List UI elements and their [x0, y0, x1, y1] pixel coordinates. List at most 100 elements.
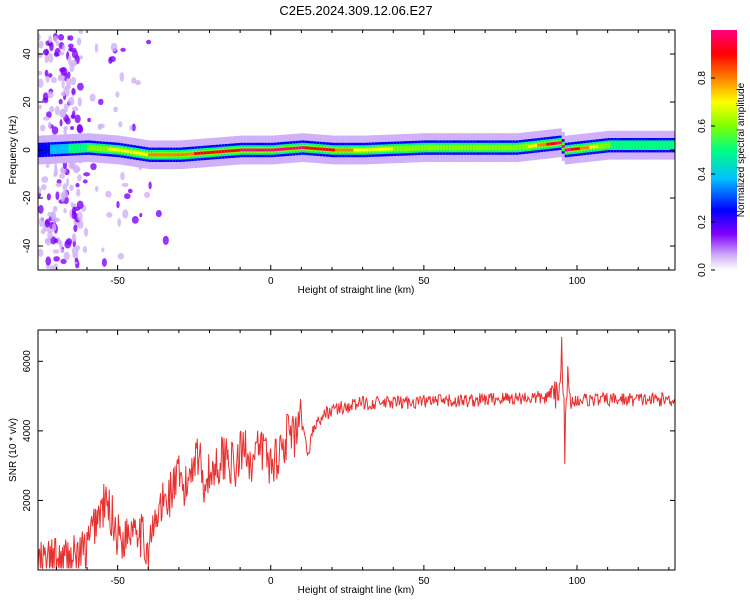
spectrogram-noise-blob	[144, 191, 151, 199]
snr-y-axis-label: SNR (10 * v/v)	[8, 418, 19, 482]
spectrogram-x-tick-label: 50	[418, 276, 430, 287]
spectrogram-ridge-cell	[249, 148, 253, 152]
spectrogram-noise-blob	[69, 162, 75, 168]
spectrogram-ridge-cell	[543, 143, 547, 146]
spectrogram-ridge-cell	[381, 147, 385, 151]
spectrogram-ridge-cell	[359, 148, 363, 152]
spectrogram-axes: -50 0 50 100 -40 -20 0 20 40	[22, 30, 675, 287]
spectrogram-ridge-cell	[188, 152, 192, 156]
spectrogram-noise-blob	[74, 257, 79, 262]
spectrogram-ridge-cell	[641, 143, 645, 147]
spectrogram-noise-blob	[51, 76, 57, 84]
spectrogram-noise-blob	[62, 183, 68, 191]
spectrogram-ridge-cell	[139, 151, 143, 155]
spectrogram-noise-blob	[90, 163, 97, 171]
spectrogram-ridge-cell	[151, 153, 155, 157]
spectrogram-ridge-cell	[570, 147, 575, 151]
spectrogram-ridge-cell	[160, 153, 164, 157]
spectrogram-ridge-cell	[252, 148, 256, 152]
spectrogram-ridge-cell	[102, 147, 106, 151]
spectrogram-noise-blob	[38, 104, 42, 110]
spectrogram-noise-blob	[110, 42, 118, 52]
spectrogram-ridge-cell	[629, 143, 633, 147]
spectrogram-ridge-cell	[68, 147, 72, 150]
spectrogram-noise-blob	[53, 35, 58, 43]
spectrogram-ridge-cell	[497, 146, 501, 150]
spectrogram-noise-blob	[67, 35, 71, 41]
spectrogram-noise-blob	[49, 264, 54, 270]
spectrogram-ridge-cell	[191, 152, 195, 156]
spectrogram-ridge-cell	[136, 151, 140, 155]
spectrogram-ridge-cell	[546, 142, 550, 146]
spectrogram-noise-blob	[65, 77, 72, 87]
spectrogram-ridge-cell	[506, 146, 510, 150]
spectrogram-ridge-cell	[503, 146, 507, 150]
spectrogram-ridge-cell	[650, 143, 654, 147]
spectrogram-noise-blob	[75, 245, 81, 251]
spectrogram-ridge-cell	[439, 146, 443, 150]
spectrogram-y-tick-label: 20	[22, 96, 33, 108]
spectrogram-ridge-cell	[384, 147, 388, 151]
spectrogram-ridge-cell	[668, 143, 673, 147]
spectrogram-noise-blob	[47, 230, 53, 240]
spectrogram-ridge-cell	[65, 147, 69, 151]
spectrogram-x-tick-label: 100	[569, 276, 586, 287]
spectrogram-ridge-cell	[586, 146, 590, 150]
spectrogram-ridge-cell	[80, 146, 85, 150]
spectrogram-noise-blob	[71, 50, 79, 59]
snr-series-line	[38, 336, 675, 570]
spectrogram-ridge-cell	[659, 143, 663, 147]
spectrogram-noise-blob	[116, 200, 120, 209]
spectrogram-noise-blob	[122, 209, 129, 219]
spectrogram-ridge-cell	[512, 146, 516, 150]
spectrogram-ridge-cell	[120, 149, 124, 152]
spectrogram-ridge-cell	[344, 148, 348, 152]
spectrogram-noise-blob	[38, 78, 44, 88]
spectrogram-ridge-cell	[200, 151, 204, 155]
spectrogram-x-axis-label: Height of straight line (km)	[298, 285, 415, 296]
spectrogram-noise-blob	[54, 163, 58, 169]
spectrogram-ridge-cell	[426, 146, 431, 150]
spectrogram-ridge-cell	[62, 147, 66, 151]
spectrogram-noise-blob	[60, 67, 68, 76]
spectrogram-ridge-cell	[234, 149, 238, 152]
spectrogram-ridge-cell	[475, 146, 480, 150]
spectrogram-noise-blob	[38, 204, 44, 214]
spectrogram-noise-blob	[127, 188, 133, 194]
spectrogram-ridge-cell	[47, 148, 51, 151]
spectrogram-noise-blob	[47, 53, 54, 63]
colorbar-gradient	[711, 30, 737, 270]
spectrogram-noise-blob	[47, 91, 54, 99]
spectrogram-noise-blob	[94, 43, 99, 53]
spectrogram-ridge-cell	[304, 146, 308, 150]
spectrogram-noise-blob	[155, 209, 162, 218]
chart-title: C2E5.2024.309.12.06.E27	[279, 3, 432, 18]
spectrogram-noise-blob	[63, 207, 67, 214]
spectrogram-ridge-cell	[237, 148, 241, 152]
spectrogram-ridge-cell	[521, 145, 526, 149]
colorbar-tick-label: 0.6	[697, 119, 708, 133]
spectrogram-ridge-cell	[524, 145, 529, 149]
colorbar-tick-label: 0.0	[697, 263, 708, 277]
spectrogram-ridge-cell	[212, 150, 216, 154]
spectrogram-ridge-cell	[374, 148, 379, 151]
spectrogram-noise-blob	[38, 248, 44, 257]
spectrogram-noise-blob	[58, 74, 62, 80]
snr-x-tick-label: 0	[268, 576, 274, 587]
spectrogram-noise-blob	[71, 88, 76, 95]
spectrogram-ridge-cell	[175, 153, 180, 157]
spectrogram-ridge-cell	[577, 147, 581, 151]
spectrogram-noise-blob	[44, 218, 51, 228]
spectrogram-ridge-cell	[215, 150, 219, 154]
spectrogram-noise-blob	[62, 44, 66, 52]
spectrogram-noise-blob	[89, 93, 96, 102]
spectrogram-ridge-cell	[485, 146, 489, 150]
spectrogram-noise-blob	[119, 72, 125, 82]
spectrogram-ridge-cell	[411, 146, 415, 150]
spectrogram-ridge-cell	[393, 147, 397, 151]
spectrogram-y-tick-label: -40	[22, 238, 33, 253]
spectrogram-noise-blob	[120, 172, 125, 181]
spectrogram-noise-blob	[70, 201, 74, 208]
spectrogram-noise-blob	[41, 184, 47, 191]
spectrogram-ridge-cell	[638, 143, 642, 147]
